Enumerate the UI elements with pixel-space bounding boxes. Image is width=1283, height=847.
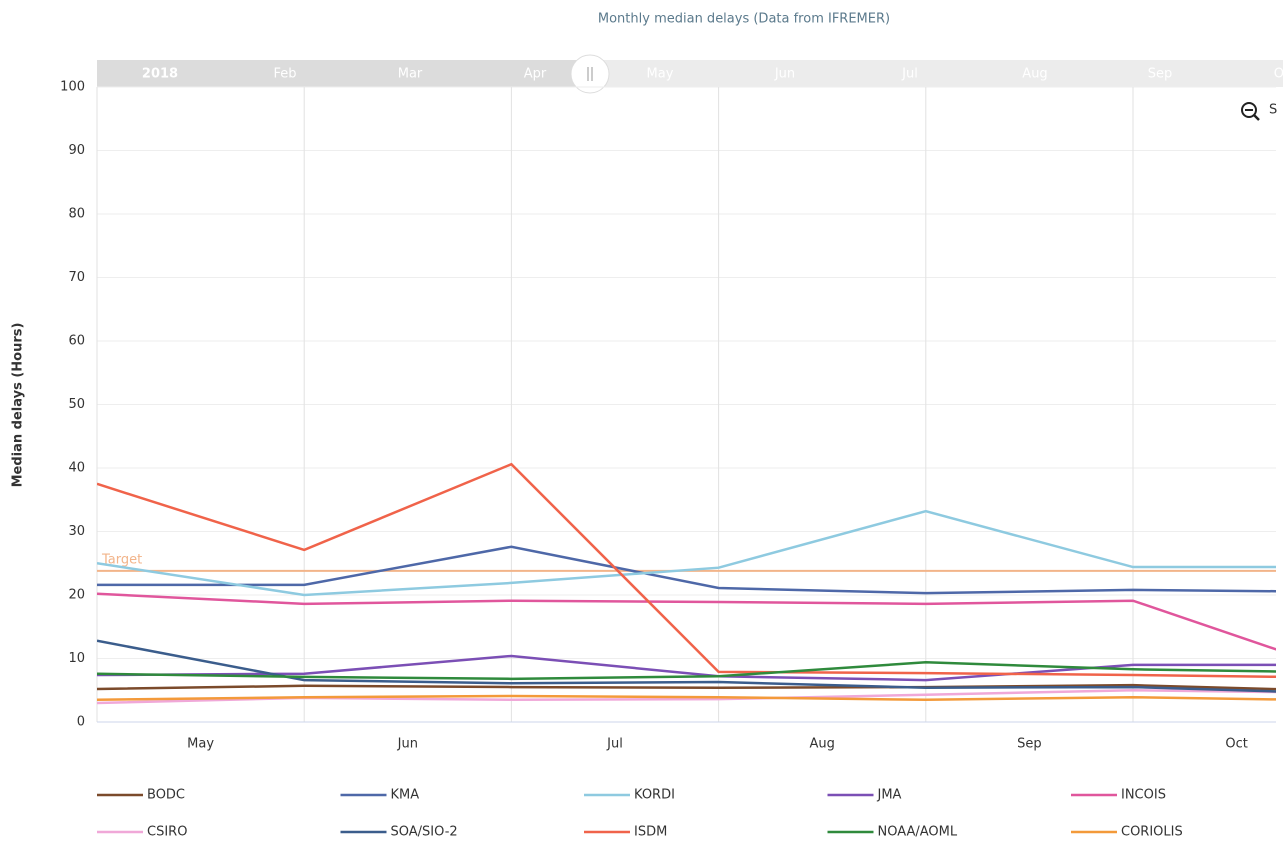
x-tick-label: Aug [810,737,835,752]
zoom-icon [1241,102,1257,118]
legend-item[interactable]: KORDI [584,788,675,803]
series-line [97,462,1276,679]
series-line [97,545,1276,595]
x-tick-label: Jul [606,737,623,752]
x-tick-label: Sep [1017,737,1042,752]
series-line [97,694,1276,702]
navigator-label: Apr [524,67,547,82]
y-axis-label: Median delays (Hours) [11,323,26,488]
legend-label: SOA/SIO-2 [391,825,458,840]
legend-label: KMA [391,788,420,803]
navigator-label: Sep [1148,67,1173,82]
navigator-label: Jul [901,67,918,82]
legend-item[interactable]: CSIRO [97,825,187,840]
navigator-selected [97,60,590,87]
y-tick-label: 30 [68,524,85,539]
legend-label: NOAA/AOML [878,825,958,840]
legend-label: CSIRO [147,825,187,840]
plot-area [97,462,1276,705]
legend-label: INCOIS [1121,788,1166,803]
navigator-handle[interactable] [570,54,610,94]
y-tick-label: 40 [68,461,85,476]
legend-label: BODC [147,788,185,803]
series-line [97,592,1276,651]
series-line [97,509,1276,597]
legend-item[interactable]: KMA [340,788,420,803]
y-tick-label: 50 [68,397,85,412]
y-tick-label: 10 [68,651,85,666]
navigator-label: May [647,67,674,82]
zoom-button[interactable]: S [1241,102,1277,121]
series-line [97,683,1276,691]
navigator-label: Mar [398,67,423,82]
navigator-track [590,60,1283,87]
x-tick-label: Jun [397,737,418,752]
navigator-label: Jun [774,67,795,82]
legend-item[interactable]: BODC [97,788,185,803]
y-tick-label: 0 [77,715,85,730]
zoom-icon [1253,114,1260,121]
target-label: Target [101,552,142,567]
series-line [97,639,1276,693]
legend-item[interactable]: NOAA/AOML [827,825,958,840]
legend-label: ISDM [634,825,667,840]
y-tick-label: 60 [68,334,85,349]
navigator-label: Aug [1022,67,1047,82]
navigator-label: Oct [1274,67,1283,82]
series-line [97,661,1276,681]
x-tick-label: Oct [1225,737,1247,752]
y-tick-label: 100 [60,80,85,95]
legend-label: CORIOLIS [1121,825,1183,840]
zoom-text: S [1269,103,1277,118]
navigator-label: 2018 [142,67,178,82]
x-tick-label: May [187,737,214,752]
legend-item[interactable]: ISDM [584,825,667,840]
y-tick-label: 70 [68,270,85,285]
legend-item[interactable]: INCOIS [1071,788,1166,803]
legend-item[interactable]: JMA [827,788,902,803]
legend-item[interactable]: CORIOLIS [1071,825,1183,840]
legend-item[interactable]: SOA/SIO-2 [340,825,458,840]
legend-label: JMA [877,788,902,803]
y-tick-label: 20 [68,588,85,603]
navigator-label: Feb [273,67,296,82]
y-tick-label: 80 [68,207,85,222]
legend-label: KORDI [634,788,675,803]
chart-title: Monthly median delays (Data from IFREMER… [598,12,890,27]
y-tick-label: 90 [68,143,85,158]
